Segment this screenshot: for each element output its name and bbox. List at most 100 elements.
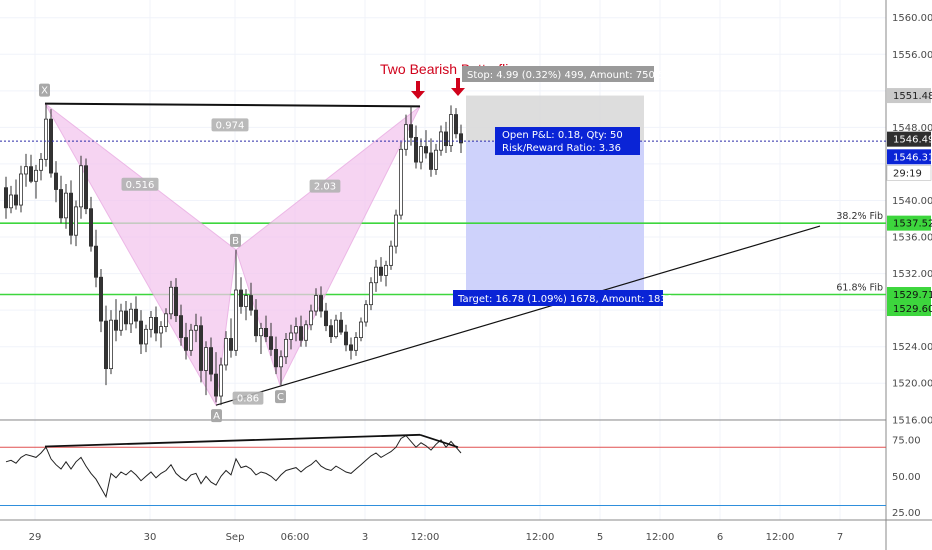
- rsi-tick-label: 25.00: [892, 508, 921, 519]
- time-tick-label: 5: [597, 532, 603, 543]
- candle-body: [333, 319, 338, 338]
- fib-label: 38.2% Fib: [836, 211, 883, 222]
- time-tick-label: 06:00: [281, 532, 310, 543]
- candle-body: [233, 289, 238, 351]
- candle-body: [163, 313, 168, 327]
- price-label-box: [887, 301, 931, 317]
- price-label: 1546.31: [893, 152, 932, 163]
- candle-body: [114, 319, 119, 331]
- candle-body: [258, 328, 263, 337]
- candle-body: [348, 344, 353, 351]
- candle-body: [64, 192, 69, 219]
- time-tick-label: 29: [29, 532, 42, 543]
- time-tick-label: 7: [837, 532, 843, 543]
- candle-body: [178, 315, 183, 338]
- price-label: 1537.52: [893, 219, 932, 230]
- candle-body: [408, 124, 413, 138]
- price-tick-label: 1548.00: [892, 123, 932, 134]
- ratio-box: [211, 118, 249, 132]
- point-label: A: [213, 411, 220, 422]
- candle-body: [13, 194, 18, 206]
- candle-body: [79, 165, 84, 208]
- stop-box: [462, 66, 654, 82]
- candle-body: [313, 295, 318, 312]
- candle-body: [418, 146, 423, 163]
- price-tick-label: 1536.00: [892, 233, 932, 244]
- candle-body: [198, 325, 203, 371]
- rsi-tick-label: 50.00: [892, 472, 921, 483]
- down-arrow-icon: [411, 81, 425, 99]
- candle-body: [298, 326, 303, 341]
- candle-body: [398, 148, 403, 216]
- candle-body: [44, 118, 49, 160]
- time-tick-label: 6: [717, 532, 723, 543]
- candle-body: [39, 158, 44, 171]
- candle-body: [59, 189, 64, 219]
- rsi-panel: [0, 433, 886, 506]
- price-label-box: [886, 165, 932, 181]
- candle-body: [353, 337, 358, 351]
- point-label-box: [275, 390, 286, 404]
- candle-body: [378, 266, 383, 276]
- candle-body: [104, 320, 109, 370]
- candle-body: [218, 364, 223, 397]
- candle-body: [368, 282, 373, 306]
- candle-body: [238, 289, 243, 307]
- price-label: 1546.49: [893, 135, 932, 146]
- candle-body: [338, 319, 343, 333]
- candle-body: [423, 146, 428, 154]
- candle-body: [383, 264, 388, 276]
- axes: 1560.00 1556.00 1548.00 1540.00 1536.00 1532.…: [29, 13, 932, 543]
- target-zone: [466, 141, 644, 295]
- candle-body: [213, 373, 218, 397]
- pattern-bcd: [235, 105, 421, 387]
- candle-body: [268, 336, 273, 350]
- price-label-box: [887, 215, 931, 231]
- candle-body: [148, 317, 153, 330]
- rsi-line: [5, 434, 462, 499]
- candle-body: [173, 286, 178, 317]
- time-tick-label: 3: [362, 532, 368, 543]
- down-arrow-icon: [451, 78, 465, 96]
- time-tick-label: Sep: [226, 532, 245, 543]
- candle-body: [99, 276, 104, 322]
- target-text: Target: 16.78 (1.09%) 1678, Amount: 1839: [457, 294, 673, 305]
- candles: [4, 103, 463, 406]
- time-tick-label: 12:00: [411, 532, 440, 543]
- price-tick-label: 1532.00: [892, 269, 932, 280]
- ratio-box: [309, 179, 341, 193]
- price-label: 1551.48: [893, 91, 932, 102]
- candle-body: [373, 266, 378, 284]
- point-label: C: [277, 392, 284, 403]
- candle-body: [428, 152, 433, 170]
- point-label-box: [39, 83, 50, 97]
- candle-body: [183, 337, 188, 351]
- candle-body: [54, 172, 59, 190]
- price-label: 1529.71: [893, 290, 932, 301]
- candle-body: [188, 329, 193, 351]
- candle-body: [94, 245, 99, 278]
- price-label-box: [887, 131, 931, 147]
- candle-body: [328, 325, 333, 338]
- candle-body: [293, 326, 298, 334]
- candle-body: [228, 338, 233, 351]
- butterfly-pattern[interactable]: X A B C 0.974 0.516 2.03 0.86: [39, 83, 821, 423]
- pnl-box: [495, 127, 640, 155]
- price-tick-label: 1540.00: [892, 196, 932, 207]
- candle-body: [143, 328, 148, 345]
- price-tick-label: 1524.00: [892, 342, 932, 353]
- pattern-xd-line: [44, 102, 421, 108]
- price-label-box: [887, 88, 931, 104]
- price-tick-label: 1560.00: [892, 13, 932, 24]
- candle-body: [413, 137, 418, 163]
- candle-body: [49, 118, 54, 174]
- candle-body: [308, 310, 313, 326]
- candle-body: [18, 173, 23, 206]
- candle-body: [458, 133, 463, 144]
- price-label-box: [887, 287, 931, 303]
- candle-body: [28, 166, 33, 182]
- candle-body: [388, 245, 393, 266]
- time-tick-label: 12:00: [526, 532, 555, 543]
